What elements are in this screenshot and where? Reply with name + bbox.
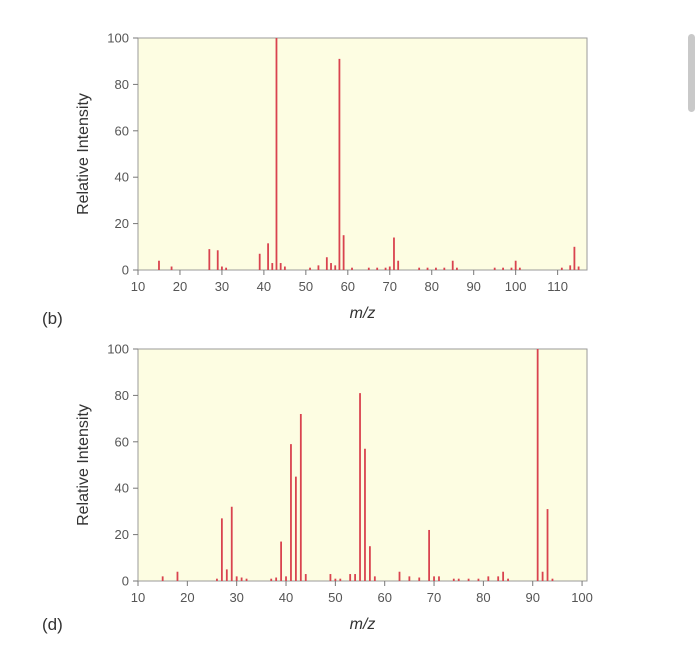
panel-b-x-tick-label: 30 <box>215 279 229 294</box>
panel-d-x-tick-label: 100 <box>571 590 593 605</box>
panel-b-y-tick-label: 60 <box>115 123 129 138</box>
panel-d-y-tick-label: 80 <box>115 388 129 403</box>
panel-d-x-tick-label: 20 <box>180 590 194 605</box>
panel-b-x-tick-label: 100 <box>505 279 527 294</box>
panel-d-y-tick-label: 40 <box>115 481 129 496</box>
panel-d-x-tick-label: 60 <box>377 590 391 605</box>
vertical-scrollbar[interactable] <box>688 34 695 112</box>
panel-b-y-axis-title: Relative Intensity <box>75 93 92 215</box>
panel-d-x-tick-label: 40 <box>279 590 293 605</box>
panel-d-y-axis-title: Relative Intensity <box>75 404 92 526</box>
panel-b-y-tick-label: 0 <box>122 263 129 278</box>
panel-b-x-tick-label: 40 <box>257 279 271 294</box>
panel-b-y-tick-label: 80 <box>115 77 129 92</box>
panel-d-x-tick-label: 30 <box>229 590 243 605</box>
panel-d-x-tick-label: 80 <box>476 590 490 605</box>
panel-d-x-tick-label: 10 <box>131 590 145 605</box>
panel-d-y-tick-label: 0 <box>122 574 129 589</box>
panel-b-plot-area <box>137 37 588 271</box>
panel-d-plot-area <box>137 348 588 582</box>
panel-b-x-tick-label: 10 <box>131 279 145 294</box>
panel-d-x-tick-label: 70 <box>427 590 441 605</box>
panel-b-y-tick-label: 40 <box>115 170 129 185</box>
panel-b-x-tick-label: 110 <box>547 279 568 294</box>
panel-d-x-axis-title: m/z <box>350 616 376 633</box>
panel-b-y-tick-label: 100 <box>107 31 129 46</box>
panel-d-y-tick-label: 20 <box>115 527 129 542</box>
panel-b-x-tick-label: 20 <box>173 279 187 294</box>
panel-d-x-tick-label: 90 <box>525 590 539 605</box>
panel-b-x-tick-label: 70 <box>383 279 397 294</box>
panel-b-x-tick-label: 90 <box>466 279 480 294</box>
panel-d-x-tick-label: 50 <box>328 590 342 605</box>
panel-b-label: (b) <box>42 309 63 328</box>
panel-d-y-tick-label: 60 <box>115 434 129 449</box>
panel-d-y-tick-label: 100 <box>107 342 129 357</box>
panel-b-x-tick-label: 80 <box>425 279 439 294</box>
panel-d-label: (d) <box>42 615 63 634</box>
panel-b-x-axis-title: m/z <box>350 305 376 322</box>
panel-b-x-tick-label: 60 <box>341 279 355 294</box>
panel-b-x-tick-label: 50 <box>299 279 313 294</box>
panel-b-y-tick-label: 20 <box>115 216 129 231</box>
